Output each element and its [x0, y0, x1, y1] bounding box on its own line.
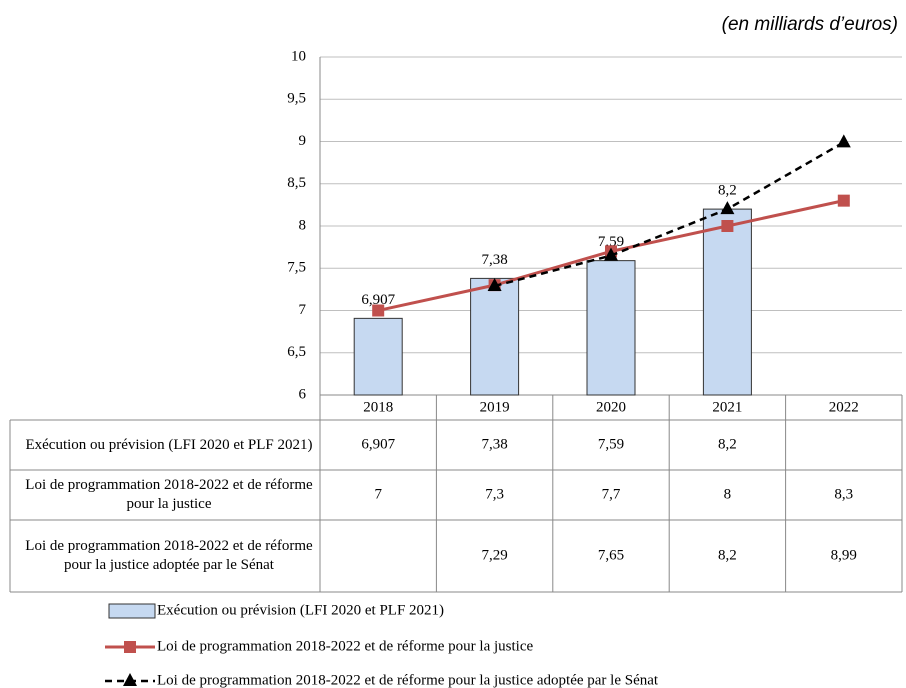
row-label-text: Loi de programmation 2018-2022 et de réf…: [25, 477, 313, 512]
legend-label: Exécution ou prévision (LFI 2020 et PLF …: [157, 602, 444, 618]
y-tick-label: 6,5: [287, 344, 306, 360]
bar: [353, 317, 403, 396]
bar: [702, 208, 752, 396]
data-label: 6,907: [361, 292, 395, 308]
table-cell: 8,99: [831, 547, 857, 563]
row-label: Loi de programmation 2018-2022 et de réf…: [14, 470, 324, 520]
y-tick-label: 8,5: [287, 175, 306, 191]
marker: [604, 247, 618, 261]
legend-label: Loi de programmation 2018-2022 et de réf…: [157, 638, 533, 654]
marker: [487, 277, 502, 291]
y-tick-label: 6: [299, 386, 307, 402]
row-label-text: Loi de programmation 2018-2022 et de réf…: [25, 538, 313, 573]
table-cell: 6,907: [361, 436, 395, 452]
table-cell: 7: [374, 486, 382, 502]
y-tick-label: 9: [299, 133, 307, 149]
bar: [586, 260, 636, 396]
legend-swatch: [108, 603, 156, 619]
x-tick-label: 2018: [363, 399, 393, 415]
x-tick-label: 2021: [712, 399, 742, 415]
legend-marker: [124, 641, 136, 653]
y-tick-label: 7,5: [287, 260, 306, 276]
marker: [721, 220, 734, 232]
table-cell: 8: [724, 486, 732, 502]
bar: [470, 277, 520, 396]
marker: [720, 201, 735, 215]
marker: [837, 194, 850, 207]
x-tick-label: 2022: [829, 399, 859, 415]
subtitle: (en milliards d’euros): [721, 14, 898, 35]
x-tick-label: 2019: [480, 399, 510, 415]
table-cell: 7,3: [485, 486, 504, 502]
data-label: 8,2: [718, 183, 737, 199]
legend-label: Loi de programmation 2018-2022 et de réf…: [157, 672, 659, 688]
table-cell: 7,29: [481, 547, 507, 563]
marker: [372, 304, 385, 317]
data-label: 7,59: [598, 234, 624, 250]
table-cell: 8,2: [718, 436, 737, 452]
table-cell: 7,65: [598, 547, 624, 563]
table-cell: 8,3: [834, 486, 853, 502]
table-cell: 7,38: [481, 436, 507, 452]
legend-marker: [123, 673, 137, 686]
y-tick-label: 8: [299, 217, 307, 233]
line: [494, 141, 845, 288]
row-label-text: Exécution ou prévision (LFI 2020 et PLF …: [25, 436, 313, 453]
table-cell: 8,2: [718, 547, 737, 563]
data-label: 7,38: [481, 252, 507, 268]
table-cell: 7,59: [598, 436, 624, 452]
table-cell: 7,7: [602, 486, 621, 502]
y-tick-label: 7: [299, 302, 307, 318]
row-label: Loi de programmation 2018-2022 et de réf…: [14, 520, 324, 592]
marker: [836, 134, 851, 148]
y-tick-label: 9,5: [287, 91, 306, 107]
row-label: Exécution ou prévision (LFI 2020 et PLF …: [14, 420, 324, 470]
x-tick-label: 2020: [596, 399, 626, 415]
y-tick-label: 10: [291, 48, 306, 64]
